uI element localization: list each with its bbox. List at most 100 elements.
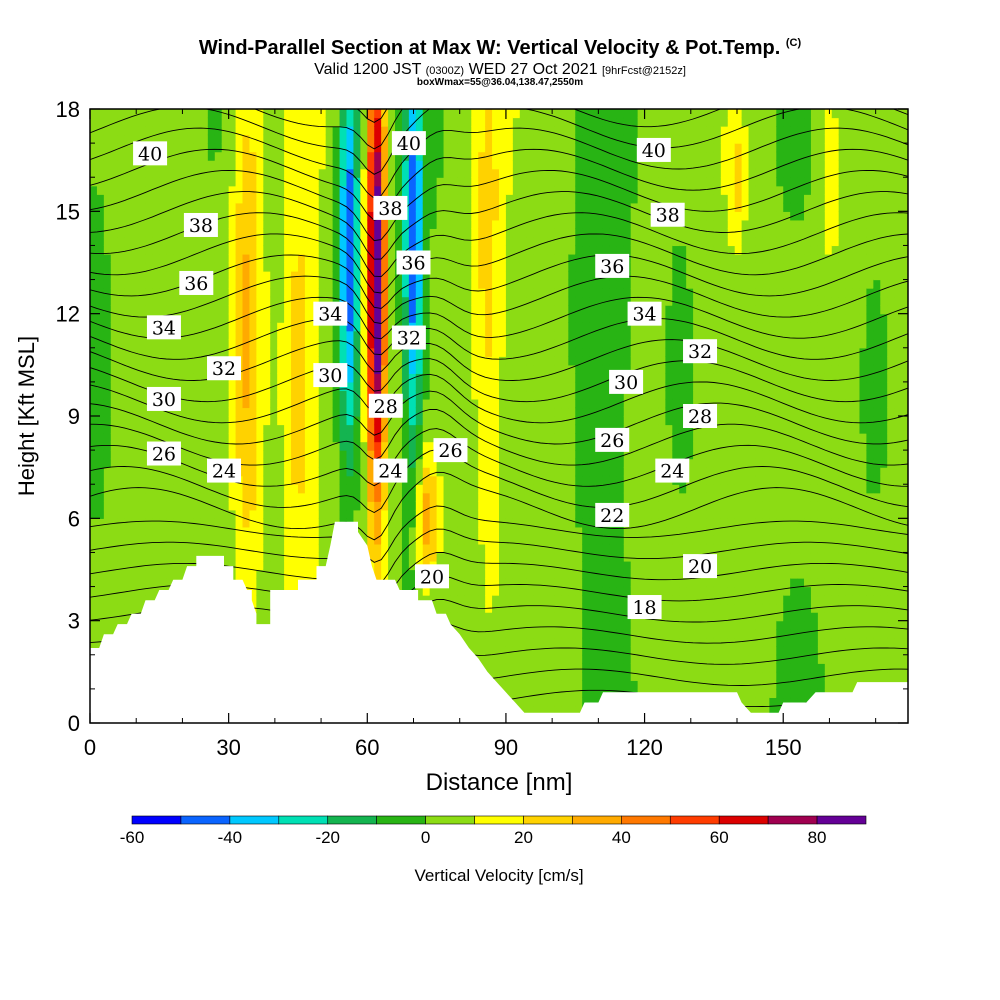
contour-label-text: 26 [152, 444, 176, 466]
contour-label-text: 32 [688, 341, 712, 363]
potential-temperature-contours [90, 109, 908, 723]
y-tick-label: 6 [68, 506, 80, 531]
contour-label-text: 20 [420, 566, 444, 588]
valid-date: WED 27 Oct 2021 [468, 61, 598, 78]
contour-label-text: 38 [378, 198, 402, 220]
contour-label: 36 [595, 253, 630, 278]
colorbar-tick-label: 20 [514, 828, 533, 847]
colorbar-segment [621, 815, 671, 825]
valid-utc: (0300Z) [425, 65, 465, 77]
colorbar-segment [767, 815, 818, 825]
vertical-velocity-field [90, 109, 908, 723]
contour-label-text: 20 [688, 556, 712, 578]
colorbar-segment [425, 815, 475, 825]
contour-label: 38 [373, 195, 408, 220]
contour-label: 34 [146, 315, 181, 340]
y-tick-label: 12 [56, 302, 80, 327]
x-axis-label: Distance [nm] [426, 769, 573, 796]
box-info: boxWmax=55@36.04,138.47,2550m [416, 77, 584, 88]
contour-label: 32 [683, 339, 718, 364]
contour-label-text: 22 [600, 505, 624, 527]
copyright-mark: (C) [785, 37, 802, 49]
colorbar-label: Vertical Velocity [cm/s] [414, 866, 583, 885]
x-tick-label: 90 [494, 735, 518, 760]
contour-label-text: 18 [632, 597, 656, 619]
colorbar-segment [229, 815, 280, 825]
colorbar-tick-label: 60 [710, 828, 729, 847]
contour-label: 20 [414, 564, 449, 589]
contour-label: 26 [146, 441, 181, 466]
terrain-mask [90, 521, 908, 723]
contour-label: 28 [368, 393, 403, 418]
contour-label: 40 [636, 137, 671, 162]
forecast-info: [9hrFcst@2152z] [601, 65, 686, 77]
colorbar-segment [180, 815, 231, 825]
contour-label: 40 [391, 131, 426, 156]
contour-label-text: 38 [656, 205, 680, 227]
colorbar-tick-label: 40 [612, 828, 631, 847]
contour-label: 18 [627, 595, 662, 620]
chart-subtitle: Valid 1200 JST (0300Z) WED 27 Oct 2021 [… [0, 61, 1000, 79]
y-tick-label: 18 [56, 97, 80, 122]
y-tick-label: 3 [68, 609, 80, 634]
y-tick-label: 15 [56, 199, 80, 224]
contour-label-text: 34 [632, 304, 656, 326]
contour-label: 26 [433, 438, 468, 463]
contour-label-text: 34 [318, 304, 342, 326]
y-tick-label: 0 [68, 711, 80, 736]
contour-label-text: 40 [397, 133, 421, 155]
colorbar-segment [278, 815, 329, 825]
contour-label: 32 [207, 356, 242, 381]
contour-label-text: 30 [318, 365, 342, 387]
contour-label-text: 24 [212, 461, 236, 483]
contour-label: 34 [313, 301, 348, 326]
contour-label-text: 30 [614, 372, 638, 394]
colorbar-segment [131, 815, 182, 825]
contour-label-text: 36 [600, 256, 624, 278]
contour-label-text: 32 [397, 328, 421, 350]
contour-label: 24 [373, 458, 408, 483]
contour-label: 38 [183, 212, 218, 237]
contour-label: 30 [609, 369, 644, 394]
contour-label-text: 26 [438, 440, 462, 462]
contour-label-text: 34 [152, 317, 176, 339]
contour-label-text: 40 [138, 143, 162, 165]
contour-label-text: 36 [184, 273, 208, 295]
contour-label-text: 36 [401, 253, 425, 275]
contour-labels: 40 38 36 34 32 30 26 24 34 30 40 38 36 32 28 24 26 20 40 38… [133, 131, 718, 620]
x-tick-label: 120 [626, 735, 663, 760]
colorbar-segment [669, 815, 720, 825]
colorbar-segment [718, 815, 769, 825]
chart-title: Wind-Parallel Section at Max W: Vertical… [198, 37, 802, 59]
valid-time: Valid 1200 JST [314, 61, 422, 78]
contour-label-text: 38 [189, 215, 213, 237]
contour-label: 40 [133, 141, 168, 166]
contour-label-text: 26 [600, 430, 624, 452]
contour-label: 38 [650, 202, 685, 227]
x-tick-label: 60 [355, 735, 379, 760]
colorbar-tick-label: 80 [808, 828, 827, 847]
contour-label-text: 32 [212, 358, 236, 380]
x-tick-label: 0 [84, 735, 96, 760]
colorbar-segment [523, 815, 573, 825]
colorbar-segment [572, 815, 622, 825]
colorbar-segment [327, 815, 377, 825]
contour-label: 24 [207, 458, 242, 483]
colorbar: -60 -40 -20 0 20 40 60 80 [120, 815, 867, 847]
contour-label: 36 [396, 250, 431, 275]
contour-label: 28 [683, 404, 718, 428]
colorbar-tick-label: -40 [218, 828, 243, 847]
colorbar-tick-label: -20 [315, 828, 340, 847]
colorbar-segment [376, 815, 426, 825]
y-axis-label: Height [Kft MSL] [14, 336, 39, 496]
contour-label: 30 [146, 386, 181, 411]
contour-label-text: 28 [688, 406, 712, 428]
colorbar-segment [816, 815, 867, 825]
colorbar-tick-label: -60 [120, 828, 145, 847]
contour-label-text: 28 [374, 396, 398, 418]
colorbar-segment [474, 815, 524, 825]
contour-label: 22 [595, 502, 630, 527]
contour-label: 36 [179, 270, 214, 295]
contour-label: 30 [313, 363, 348, 388]
